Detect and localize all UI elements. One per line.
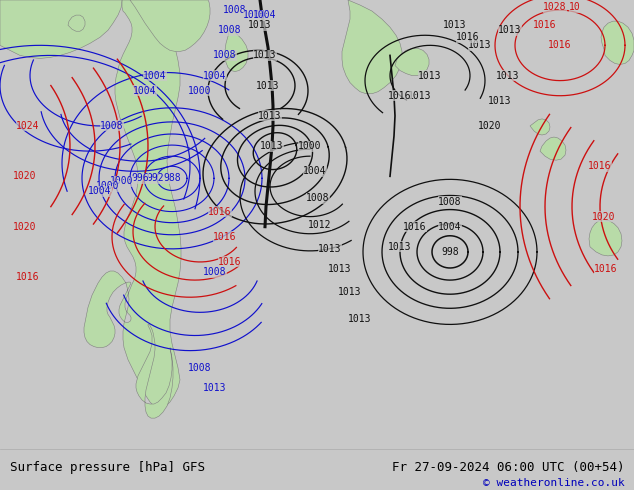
Text: 1008: 1008 [218,25,242,35]
Text: 988: 988 [163,173,181,183]
Text: 1013: 1013 [443,20,467,30]
Text: 1013: 1013 [488,96,512,106]
Text: © weatheronline.co.uk: © weatheronline.co.uk [482,478,624,488]
Text: 1020: 1020 [13,172,37,181]
Text: 1016: 1016 [548,40,572,50]
Text: 1004: 1004 [303,166,327,176]
Text: 996: 996 [131,173,149,183]
Text: 1020: 1020 [478,121,501,131]
Text: 1016: 1016 [388,91,411,101]
Text: 1000: 1000 [188,86,212,96]
Text: 1013: 1013 [318,244,342,254]
Text: 1013: 1013 [418,71,442,80]
Text: 1013: 1013 [339,287,362,297]
Text: 998: 998 [441,247,459,257]
Text: 1012: 1012 [308,220,332,230]
Text: 1000: 1000 [96,181,120,192]
Text: 1000: 1000 [110,176,134,186]
Text: 1013: 1013 [498,25,522,35]
Text: 1013: 1013 [348,315,372,324]
Text: 1016: 1016 [213,232,236,242]
Polygon shape [0,0,122,58]
Polygon shape [136,324,173,418]
Text: 1016: 1016 [218,257,242,267]
Text: 1013: 1013 [253,50,277,60]
Text: 1008: 1008 [100,121,124,131]
Polygon shape [225,27,248,72]
Text: 1016: 1016 [594,264,618,274]
Polygon shape [589,220,622,256]
Text: 1020: 1020 [592,212,616,221]
Text: 1004: 1004 [88,186,112,196]
Polygon shape [395,49,429,75]
Text: 1013: 1013 [328,264,352,274]
Text: 1013: 1013 [408,91,432,101]
Text: 1013: 1013 [256,81,280,91]
Text: 1016: 1016 [456,32,480,42]
Polygon shape [540,137,566,160]
Text: 1013: 1013 [388,242,411,252]
Text: 1016: 1016 [588,161,612,171]
Text: 1013: 1013 [260,141,284,151]
Polygon shape [84,0,181,408]
Polygon shape [601,21,634,65]
Text: 1016: 1016 [533,20,557,30]
Text: 1013: 1013 [496,71,520,80]
Text: 1016: 1016 [208,207,232,217]
Text: Surface pressure [hPa] GFS: Surface pressure [hPa] GFS [10,461,205,474]
Text: 1004: 1004 [253,10,277,20]
Text: 1016: 1016 [16,272,40,282]
Text: 1004: 1004 [243,10,267,20]
Text: 1020: 1020 [13,221,37,232]
Text: 1013: 1013 [249,20,272,30]
Text: 1004: 1004 [133,86,157,96]
Text: Fr 27-09-2024 06:00 UTC (00+54): Fr 27-09-2024 06:00 UTC (00+54) [392,461,624,474]
Text: 1008: 1008 [223,5,247,15]
Text: 1016: 1016 [403,221,427,232]
Text: 1000: 1000 [298,141,321,151]
Text: 1013: 1013 [258,111,281,121]
Text: 1024: 1024 [16,121,40,131]
Text: 1008: 1008 [204,267,227,277]
Text: 1008: 1008 [306,194,330,203]
Text: 1004: 1004 [204,71,227,80]
Text: 1008: 1008 [188,363,212,373]
Polygon shape [530,119,550,135]
Polygon shape [68,15,85,31]
Polygon shape [130,0,210,51]
Text: 1013: 1013 [204,383,227,393]
Text: 1008: 1008 [438,196,462,206]
Text: 1013: 1013 [469,40,492,50]
Text: 1008: 1008 [213,50,236,60]
Text: 10: 10 [569,2,581,12]
Text: 1028: 1028 [543,2,567,12]
Polygon shape [342,0,402,94]
Text: 1004: 1004 [438,221,462,232]
Text: 992: 992 [146,173,164,183]
Text: 1004: 1004 [143,71,167,80]
